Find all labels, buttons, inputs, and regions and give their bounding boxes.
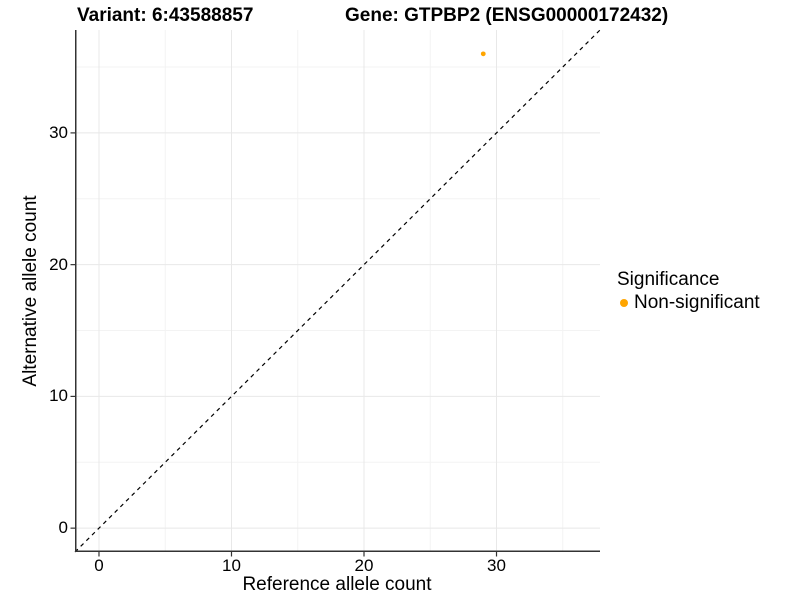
data-point — [480, 51, 486, 57]
plot-panel — [70, 29, 601, 557]
x-tick-label: 0 — [94, 556, 104, 575]
non-significant-point-icon — [620, 299, 628, 307]
y-tick-label: 0 — [58, 518, 68, 538]
legend: Significance Non-significant — [617, 269, 760, 314]
x-axis-title: Reference allele count — [242, 574, 432, 595]
gene-title: Gene: GTPBP2 (ENSG00000172432) — [345, 5, 669, 26]
x-tick-label: 10 — [222, 556, 241, 575]
legend-item-label: Non-significant — [634, 292, 760, 313]
y-axis-title: Alternative allele count — [20, 195, 41, 387]
y-tick-label: 30 — [49, 122, 68, 142]
identity-line — [74, 29, 601, 553]
y-tick-label: 10 — [49, 386, 68, 406]
legend-title: Significance — [617, 269, 720, 290]
x-tick-label: 30 — [487, 556, 506, 575]
variant-title: Variant: 6:43588857 — [77, 5, 254, 26]
legend-item-non-significant: Non-significant — [617, 292, 760, 314]
y-tick-label: 20 — [49, 254, 68, 274]
x-tick-label: 20 — [354, 556, 374, 575]
